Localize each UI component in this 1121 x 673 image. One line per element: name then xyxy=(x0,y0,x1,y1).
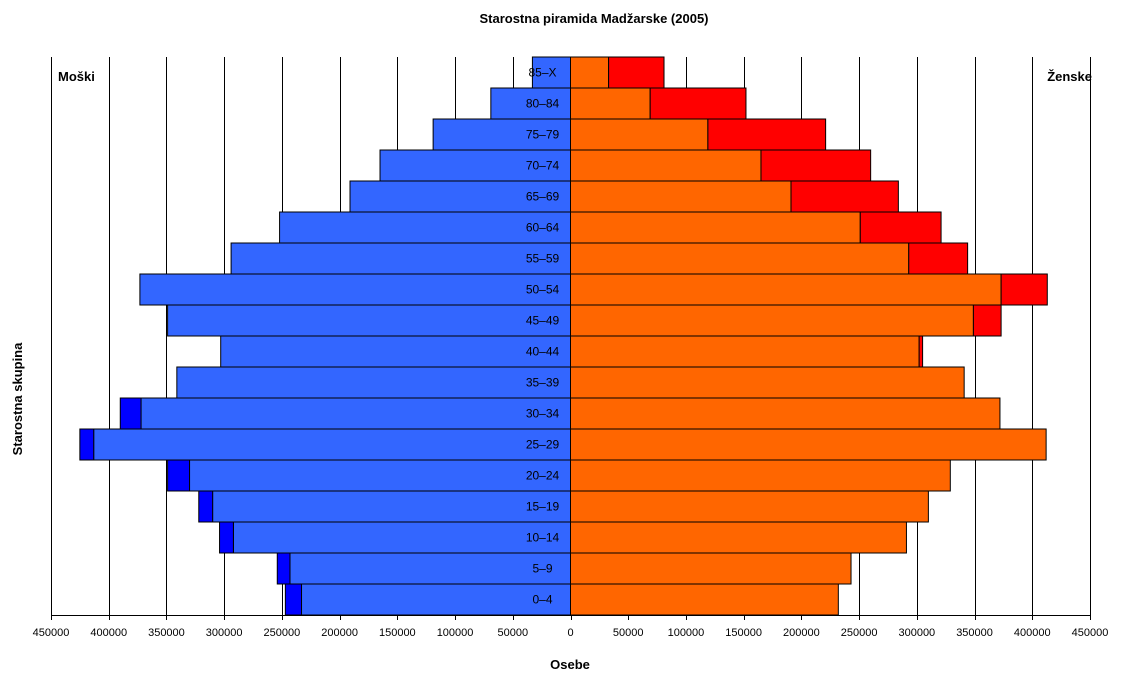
bar-right-2-2 xyxy=(570,521,907,554)
bar-right-3-13 xyxy=(790,180,899,213)
category-label-4: 20–24 xyxy=(526,469,560,483)
category-label-14: 70–74 xyxy=(526,159,560,173)
left-series-label: Moški xyxy=(58,69,95,84)
bars xyxy=(79,56,1048,616)
x-tick-label-14: 250000 xyxy=(841,627,878,639)
bar-right-3-17 xyxy=(608,56,665,89)
bar-right-3-12 xyxy=(859,211,942,244)
bar-left-0-10 xyxy=(139,273,572,306)
bar-right-2-7 xyxy=(570,366,965,399)
bar-right-2-6 xyxy=(570,397,1001,430)
bar-right-2-3 xyxy=(570,490,929,523)
category-label-11: 55–59 xyxy=(526,252,560,266)
bar-right-2-9 xyxy=(570,304,974,337)
bar-right-3-8 xyxy=(918,335,924,368)
bar-left-1-4 xyxy=(167,459,191,492)
bar-right-2-1 xyxy=(570,552,852,585)
bar-left-0-2 xyxy=(232,521,571,554)
category-label-0: 0–4 xyxy=(532,593,552,607)
bar-right-2-12 xyxy=(570,211,861,244)
bar-right-2-14 xyxy=(570,149,762,182)
category-label-9: 45–49 xyxy=(526,314,560,328)
x-tick-label-8: 50000 xyxy=(497,627,528,639)
category-label-16: 80–84 xyxy=(526,97,560,111)
bar-left-0-15 xyxy=(432,118,572,151)
category-label-2: 10–14 xyxy=(526,531,560,545)
x-tick-label-17: 400000 xyxy=(1014,627,1051,639)
bar-left-0-9 xyxy=(167,304,572,337)
bar-right-2-11 xyxy=(570,242,910,275)
x-tick-label-0: 450000 xyxy=(33,627,70,639)
right-series-label: Ženske xyxy=(1047,69,1092,84)
x-tick-label-16: 350000 xyxy=(956,627,993,639)
bar-left-1-3 xyxy=(198,490,214,523)
x-tick-label-2: 350000 xyxy=(148,627,185,639)
x-tick-label-12: 150000 xyxy=(725,627,762,639)
bar-right-2-0 xyxy=(570,583,839,616)
bar-right-2-13 xyxy=(570,180,792,213)
bar-left-1-1 xyxy=(276,552,291,585)
bar-right-3-14 xyxy=(760,149,872,182)
bar-left-0-0 xyxy=(301,583,571,616)
category-label-17: 85–X xyxy=(528,66,556,80)
x-tick-label-15: 300000 xyxy=(898,627,935,639)
x-tick-label-4: 250000 xyxy=(264,627,301,639)
bar-right-2-5 xyxy=(570,428,1047,461)
category-label-3: 15–19 xyxy=(526,500,560,514)
bar-right-2-4 xyxy=(570,459,951,492)
bar-right-3-9 xyxy=(972,304,1002,337)
bar-right-3-15 xyxy=(707,118,827,151)
category-label-12: 60–64 xyxy=(526,221,560,235)
x-tick-label-1: 400000 xyxy=(90,627,127,639)
x-tick-label-9: 0 xyxy=(567,627,573,639)
category-label-1: 5–9 xyxy=(532,562,552,576)
bar-left-0-6 xyxy=(140,397,571,430)
category-label-13: 65–69 xyxy=(526,190,560,204)
category-label-7: 35–39 xyxy=(526,376,560,390)
bar-right-3-10 xyxy=(1000,273,1048,306)
category-label-8: 40–44 xyxy=(526,345,560,359)
bar-right-3-11 xyxy=(908,242,969,275)
bar-left-0-11 xyxy=(230,242,572,275)
category-labels: 0–4 5–9 10–14 15–19 20–24 25–29 30–34 35–39 40–4… xyxy=(526,66,560,607)
x-tick-label-18: 450000 xyxy=(1072,627,1109,639)
bar-right-2-10 xyxy=(570,273,1002,306)
x-tick-label-5: 200000 xyxy=(321,627,358,639)
bar-right-2-17 xyxy=(570,56,610,89)
y-axis-title: Starostna skupina xyxy=(10,342,25,455)
bar-left-0-17 xyxy=(531,56,571,89)
bar-right-3-16 xyxy=(649,87,747,120)
bar-left-0-1 xyxy=(289,552,571,585)
category-label-10: 50–54 xyxy=(526,283,560,297)
x-tick-label-3: 300000 xyxy=(206,627,243,639)
bar-left-1-0 xyxy=(284,583,303,616)
chart-title: Starostna piramida Madžarske (2005) xyxy=(479,11,708,26)
category-label-5: 25–29 xyxy=(526,438,560,452)
bar-left-0-3 xyxy=(212,490,571,523)
x-tick-label-13: 200000 xyxy=(783,627,820,639)
bar-right-2-8 xyxy=(570,335,920,368)
category-label-6: 30–34 xyxy=(526,407,560,421)
bar-left-0-14 xyxy=(379,149,571,182)
x-tick-label-10: 50000 xyxy=(613,627,644,639)
bar-left-0-4 xyxy=(189,459,572,492)
bar-left-1-2 xyxy=(219,521,234,554)
x-tick-labels: 450000 400000 350000 300000 250000 200000 1500… xyxy=(33,627,1109,639)
x-tick-label-7: 100000 xyxy=(437,627,474,639)
bar-left-0-5 xyxy=(93,428,571,461)
category-label-15: 75–79 xyxy=(526,128,560,142)
x-tick-label-6: 150000 xyxy=(379,627,416,639)
x-axis-title: Osebe xyxy=(550,657,590,672)
x-tick-label-11: 100000 xyxy=(668,627,705,639)
bar-left-0-8 xyxy=(220,335,571,368)
bar-right-2-16 xyxy=(570,87,651,120)
bar-left-0-7 xyxy=(176,366,571,399)
bar-left-1-5 xyxy=(79,428,95,461)
bar-right-2-15 xyxy=(570,118,709,151)
bar-left-1-6 xyxy=(119,397,142,430)
